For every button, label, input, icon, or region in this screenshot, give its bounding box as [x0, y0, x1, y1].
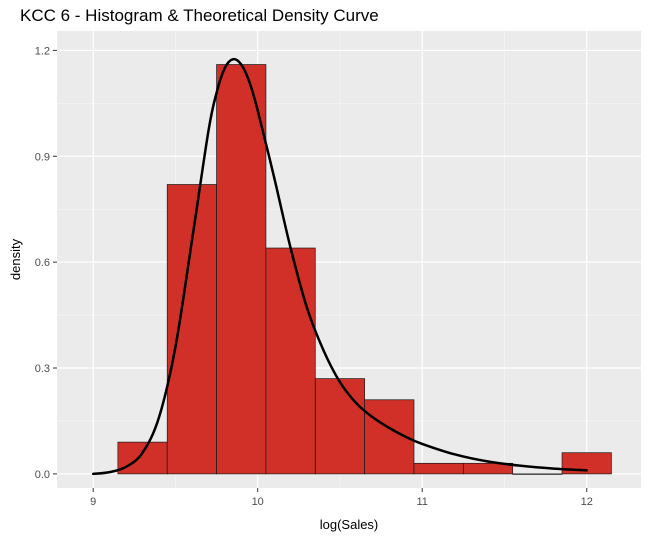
- histogram-bar: [462, 462, 514, 475]
- y-tick-label: 1.2: [35, 45, 50, 57]
- density-curve-line: [91, 57, 588, 476]
- chart-title: KCC 6 - Histogram & Theoretical Density …: [20, 6, 379, 25]
- y-tick-label: 0.0: [35, 469, 50, 481]
- histogram-bar: [216, 64, 267, 475]
- y-tick-label: 0.3: [35, 363, 50, 375]
- histogram-bar: [117, 441, 168, 475]
- histogram-bar: [265, 247, 316, 475]
- histogram-bar: [413, 462, 464, 475]
- x-axis: 9 10 11 12: [90, 488, 593, 508]
- y-axis: 0.0 0.3 0.6 0.9 1.2: [35, 45, 57, 481]
- histogram-bar: [166, 184, 217, 475]
- histogram-bar: [314, 378, 365, 475]
- x-tick-label: 11: [416, 496, 427, 508]
- y-tick-label: 0.6: [35, 257, 50, 269]
- x-axis-title: log(Sales): [320, 517, 379, 532]
- y-tick-label: 0.9: [35, 151, 50, 163]
- x-tick-label: 10: [252, 496, 264, 508]
- y-axis-title: density: [8, 238, 23, 280]
- histogram-bar: [512, 473, 563, 475]
- x-tick-label: 9: [90, 496, 96, 508]
- x-tick-label: 12: [581, 496, 593, 508]
